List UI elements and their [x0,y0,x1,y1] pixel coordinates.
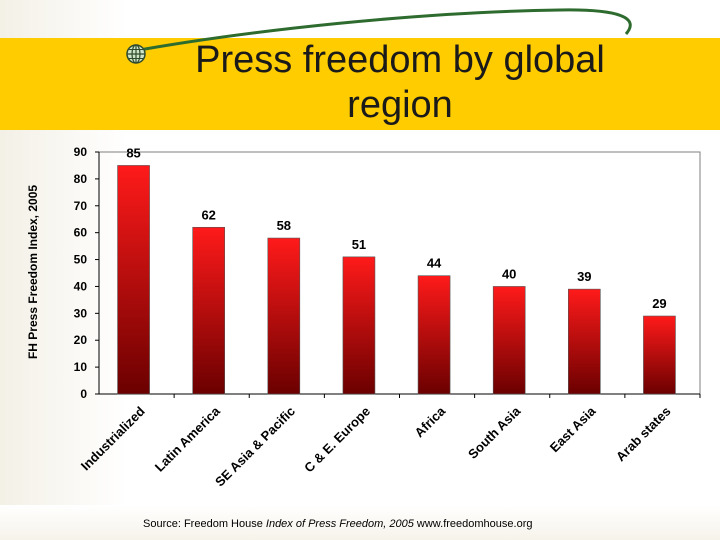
y-tick-label: 50 [74,253,88,267]
y-axis-label: FH Press Freedom Index, 2005 [26,185,40,359]
data-label: 40 [502,266,516,281]
bar [568,288,601,395]
title-band [0,38,720,130]
chart-bars: 85 Industrialized 62 Latin America 58 SE Asia… [78,145,676,489]
plot-area-frame [98,151,701,395]
bar [117,165,150,395]
bar [643,315,676,395]
category-label: Industrialized [78,403,148,473]
y-tick-label: 40 [74,279,88,293]
category-label: Latin America [152,403,224,475]
bar [417,275,451,395]
chart-axes: 0 10 20 30 40 50 60 70 80 90 [74,145,701,401]
bar [492,286,526,395]
y-tick-label: 30 [74,306,88,320]
category-label: East Asia [547,403,599,455]
data-label: 58 [277,218,291,233]
y-tick-label: 80 [74,172,88,186]
y-tick-label: 0 [80,387,87,401]
swoosh-decoration [127,8,632,54]
y-tick-label: 90 [74,145,88,159]
category-label: Arab states [613,404,674,465]
background-decoration-bottom [0,505,720,540]
source-italic: Index of Press Freedom, 2005 [265,518,414,530]
bar [192,226,225,395]
source-prefix: Source: Freedom House [143,518,266,530]
y-tick-label: 60 [74,226,88,240]
globe-icon [126,44,146,64]
category-label: C & E. Europe [301,404,373,476]
y-tick-label: 70 [74,199,88,213]
bar [342,256,376,395]
data-label: 62 [201,207,215,222]
y-tick-label: 10 [74,360,88,374]
source-suffix: www.freedomhouse.org [413,518,533,530]
y-tick-label: 20 [74,333,88,347]
data-label: 44 [427,256,442,271]
page-title: Press freedom by global region [195,39,605,126]
bar [267,237,301,395]
data-label: 51 [352,237,366,252]
category-label: Africa [412,403,449,440]
data-label: 85 [126,145,140,160]
category-label: South Asia [465,403,524,462]
data-label: 29 [652,296,666,311]
category-label: SE Asia & Pacific [212,404,298,490]
source-citation: Source: Freedom House Index of Press Fre… [143,518,532,530]
data-label: 39 [577,269,591,284]
